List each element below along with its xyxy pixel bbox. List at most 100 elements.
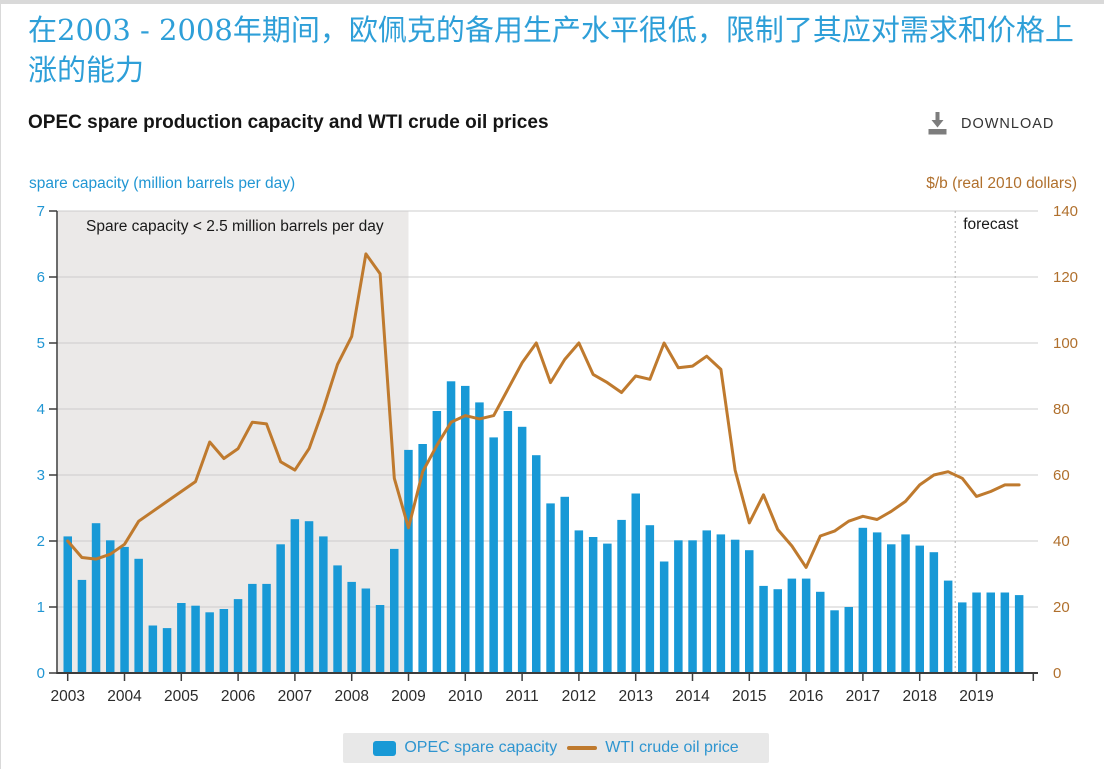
svg-text:7: 7 [37, 203, 45, 220]
x-axis [57, 672, 1038, 681]
bar [745, 550, 754, 673]
download-label: DOWNLOAD [961, 115, 1055, 132]
svg-text:1: 1 [37, 599, 45, 616]
bar [716, 534, 726, 673]
bar [574, 530, 584, 673]
svg-text:2014: 2014 [675, 688, 710, 705]
svg-text:2019: 2019 [959, 688, 993, 705]
bar [844, 607, 853, 673]
chart-legend: OPEC spare capacity WTI crude oil price [343, 733, 769, 763]
bar [120, 546, 129, 673]
bar [304, 521, 314, 673]
bar [986, 592, 995, 673]
bar [63, 536, 72, 673]
svg-text:0: 0 [1053, 665, 1061, 682]
left-axis-title: spare capacity (million barrels per day) [29, 175, 295, 192]
bar [730, 539, 740, 673]
bar [816, 591, 825, 673]
bar [830, 610, 839, 673]
download-button[interactable]: DOWNLOAD [926, 110, 1054, 137]
right-axis-title: $/b (real 2010 dollars) [926, 175, 1077, 192]
svg-text:2006: 2006 [221, 688, 255, 705]
svg-text:100: 100 [1053, 335, 1078, 352]
legend-label: OPEC spare capacity [404, 739, 558, 756]
svg-text:2010: 2010 [448, 688, 483, 705]
svg-text:2017: 2017 [846, 688, 880, 705]
left-axis-tick-labels: 0 1 2 3 4 5 6 7 [37, 203, 45, 682]
bar [446, 381, 456, 673]
bar [702, 530, 711, 673]
svg-text:5: 5 [37, 335, 45, 352]
legend-item-wti-price[interactable]: WTI crude oil price [567, 739, 739, 757]
bar [333, 565, 342, 673]
bar [801, 578, 811, 673]
bar [290, 519, 300, 673]
bar [929, 552, 939, 673]
svg-text:2: 2 [37, 533, 45, 550]
bar [106, 540, 115, 673]
bar [603, 543, 612, 673]
bar [659, 561, 669, 673]
wti-price-line [66, 252, 1021, 569]
bar [517, 426, 527, 673]
bar [1000, 592, 1010, 673]
svg-text:2005: 2005 [164, 688, 198, 705]
bar [787, 578, 797, 673]
bar [631, 493, 640, 673]
svg-text:40: 40 [1053, 533, 1070, 550]
svg-text:2007: 2007 [278, 688, 312, 705]
chart-title: OPEC spare production capacity and WTI c… [28, 112, 549, 133]
bar [503, 411, 513, 673]
svg-text:0: 0 [37, 665, 45, 682]
legend-item-spare-capacity[interactable]: OPEC spare capacity [373, 739, 557, 757]
bar [404, 449, 413, 673]
bar [418, 444, 427, 673]
bar [617, 519, 626, 673]
bar [77, 579, 87, 673]
bar [262, 583, 271, 673]
bars-opec-spare-capacity [63, 381, 1024, 673]
bar [674, 540, 683, 673]
svg-text:2012: 2012 [562, 688, 596, 705]
svg-text:2011: 2011 [505, 688, 538, 705]
right-axis-tick-labels: 0 20 40 60 80 100 120 140 [1053, 203, 1078, 682]
svg-text:2015: 2015 [732, 688, 766, 705]
svg-text:2018: 2018 [902, 688, 936, 705]
bar [560, 496, 569, 673]
svg-text:2016: 2016 [789, 688, 823, 705]
page-title: 在2003 - 2008年期间，欧佩克的备用生产水平很低，限制了其应对需求和价格… [28, 13, 1074, 87]
bar [887, 544, 896, 673]
bar [901, 534, 910, 673]
svg-text:60: 60 [1053, 467, 1070, 484]
svg-text:2008: 2008 [334, 688, 368, 705]
bar [432, 411, 442, 673]
bar [361, 588, 371, 673]
bar [461, 385, 470, 673]
bar [219, 609, 229, 673]
bar [162, 628, 172, 673]
bar [773, 589, 782, 673]
bar [134, 558, 143, 673]
bar [858, 527, 868, 673]
svg-text:2003: 2003 [50, 688, 84, 705]
bar [759, 585, 768, 673]
bar [91, 523, 101, 673]
bar [1014, 595, 1024, 673]
forecast-label: forecast [963, 216, 1019, 233]
bar [319, 536, 328, 673]
shaded-region-label: Spare capacity < 2.5 million barrels per… [86, 218, 384, 235]
svg-text:4: 4 [37, 401, 45, 418]
bar [347, 581, 356, 673]
bar [872, 532, 882, 673]
svg-text:2013: 2013 [618, 688, 652, 705]
bar [588, 537, 598, 673]
top-border [1, 0, 1104, 4]
bar [375, 605, 385, 673]
svg-text:3: 3 [37, 467, 45, 484]
svg-text:2004: 2004 [107, 688, 142, 705]
bar [148, 625, 158, 673]
svg-text:6: 6 [37, 269, 45, 286]
bar [489, 437, 498, 673]
svg-text:140: 140 [1053, 203, 1078, 220]
